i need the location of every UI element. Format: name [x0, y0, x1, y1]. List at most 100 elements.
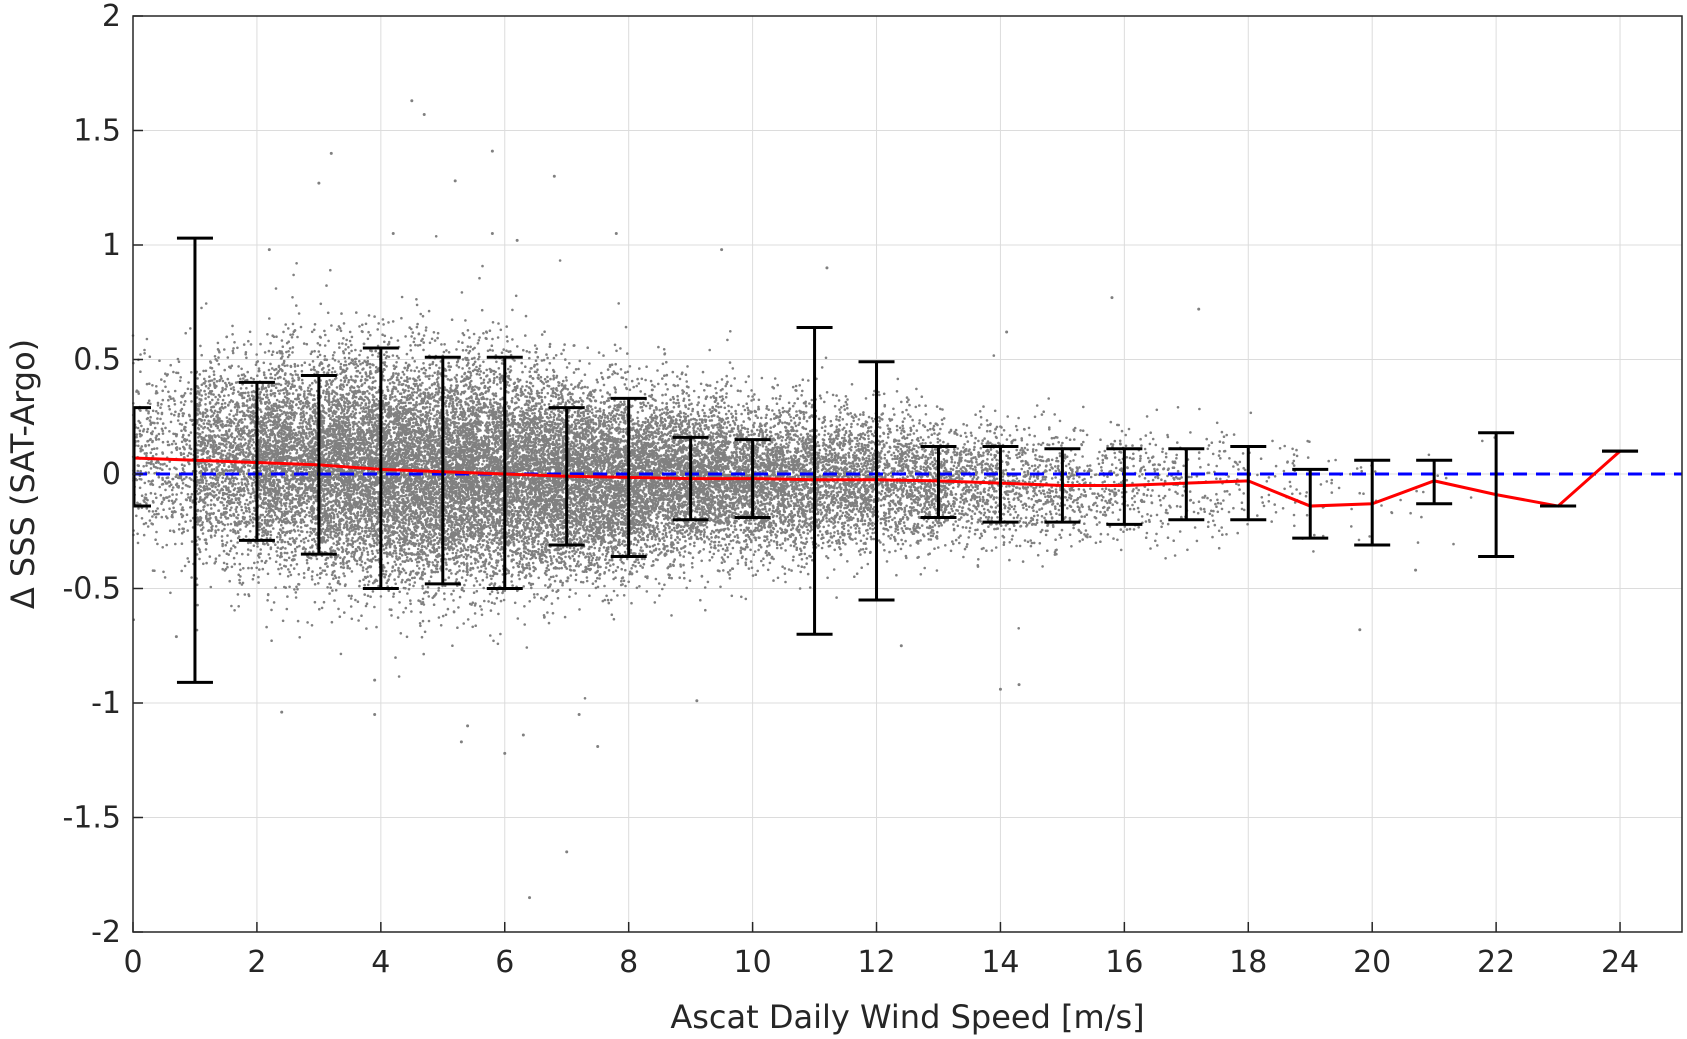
scatter-point: [152, 569, 155, 572]
scatter-point: [242, 582, 245, 585]
scatter-point: [313, 474, 316, 477]
scatter-point: [186, 557, 189, 560]
scatter-point: [238, 393, 241, 396]
scatter-point: [240, 445, 243, 448]
scatter-point: [239, 501, 242, 504]
scatter-point: [333, 599, 336, 602]
scatter-point: [221, 443, 224, 446]
scatter-point: [147, 417, 150, 420]
scatter-point: [236, 409, 239, 412]
scatter-point: [265, 523, 268, 526]
scatter-point: [216, 359, 219, 362]
scatter-point: [226, 416, 229, 419]
scatter-point: [219, 411, 222, 414]
scatter-point: [297, 583, 300, 586]
scatter-point: [157, 513, 160, 516]
scatter-point: [350, 605, 353, 608]
scatter-point: [285, 474, 288, 477]
scatter-point: [212, 393, 215, 396]
scatter-point: [153, 447, 156, 450]
scatter-point: [267, 384, 270, 387]
scatter-point: [201, 431, 204, 434]
scatter-point: [313, 329, 316, 332]
scatter-point: [199, 444, 202, 447]
scatter-point: [231, 446, 234, 449]
scatter-point: [205, 434, 208, 437]
scatter-point: [300, 435, 303, 438]
scatter-point: [188, 486, 191, 489]
scatter-point: [246, 485, 249, 488]
scatter-point: [266, 427, 269, 430]
scatter-point: [270, 457, 273, 460]
scatter-point: [301, 364, 304, 367]
scatter-point: [297, 393, 300, 396]
scatter-point: [311, 437, 314, 440]
scatter-point: [250, 435, 253, 438]
scatter-point: [279, 519, 282, 522]
scatter-point: [258, 370, 261, 373]
scatter-point: [295, 537, 298, 540]
scatter-point: [303, 468, 306, 471]
scatter-point: [257, 581, 260, 584]
scatter-point: [271, 334, 274, 337]
scatter-point: [184, 332, 187, 335]
scatter-point: [153, 513, 156, 516]
scatter-point: [308, 485, 311, 488]
scatter-point: [149, 439, 152, 442]
scatter-point: [262, 445, 265, 448]
scatter-point: [275, 368, 278, 371]
scatter-point: [224, 388, 227, 391]
scatter-point: [149, 483, 152, 486]
scatter-point: [201, 480, 204, 483]
scatter-point: [287, 412, 290, 415]
scatter-point: [299, 403, 302, 406]
scatter-point: [247, 553, 250, 556]
scatter-point: [252, 478, 255, 481]
scatter-point: [324, 355, 327, 358]
scatter-point: [271, 367, 274, 370]
scatter-point: [171, 489, 174, 492]
scatter-point: [166, 374, 169, 377]
scatter-point: [275, 387, 278, 390]
scatter-point: [273, 482, 276, 485]
scatter-point: [202, 414, 205, 417]
scatter-point: [187, 388, 190, 391]
scatter-point: [201, 499, 204, 502]
scatter-point: [289, 416, 292, 419]
scatter-point: [295, 456, 298, 459]
scatter-point: [200, 425, 203, 428]
scatter-point: [242, 392, 245, 395]
scatter-point: [314, 379, 317, 382]
scatter-point: [312, 457, 315, 460]
scatter-point: [263, 374, 266, 377]
scatter-point: [214, 410, 217, 413]
scatter-point: [230, 434, 233, 437]
scatter-point: [301, 530, 304, 533]
scatter-point: [298, 431, 301, 434]
scatter-point: [288, 510, 291, 513]
scatter-point: [155, 392, 158, 395]
scatter-point: [246, 478, 249, 481]
scatter-point: [190, 388, 193, 391]
scatter-point: [148, 399, 151, 402]
scatter-point: [274, 392, 277, 395]
scatter-point: [226, 534, 229, 537]
scatter-point: [175, 468, 178, 471]
scatter-point: [252, 397, 255, 400]
scatter-point: [278, 400, 281, 403]
scatter-point: [151, 384, 154, 387]
scatter-point: [280, 524, 283, 527]
scatter-point: [315, 500, 318, 503]
scatter-point: [250, 418, 253, 421]
scatter-point: [284, 365, 287, 368]
scatter-point: [252, 438, 255, 441]
scatter-point: [150, 452, 153, 455]
scatter-point: [220, 457, 223, 460]
scatter-point: [272, 470, 275, 473]
scatter-point: [309, 417, 312, 420]
scatter-point: [300, 458, 303, 461]
scatter-point: [246, 488, 249, 491]
scatter-point: [232, 441, 235, 444]
scatter-point: [310, 439, 313, 442]
scatter-point: [243, 412, 246, 415]
